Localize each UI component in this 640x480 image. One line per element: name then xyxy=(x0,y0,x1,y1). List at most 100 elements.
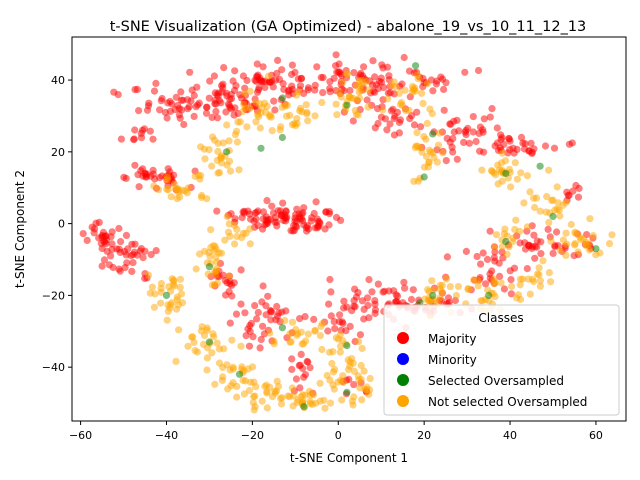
point-majority xyxy=(488,105,496,113)
point-not-selected-oversampled xyxy=(350,393,358,401)
point-majority xyxy=(156,106,164,114)
point-not-selected-oversampled xyxy=(330,385,338,393)
point-majority xyxy=(345,375,353,383)
point-not-selected-oversampled xyxy=(263,404,271,412)
point-majority xyxy=(390,114,398,123)
point-selected-oversampled xyxy=(502,169,510,177)
point-not-selected-oversampled xyxy=(296,107,304,115)
point-not-selected-oversampled xyxy=(419,99,427,107)
point-majority xyxy=(324,327,332,335)
point-not-selected-oversampled xyxy=(582,238,590,246)
point-not-selected-oversampled xyxy=(562,199,570,207)
point-majority xyxy=(241,84,249,92)
point-not-selected-oversampled xyxy=(562,251,570,259)
point-majority xyxy=(307,217,315,225)
point-majority xyxy=(368,288,376,296)
point-majority xyxy=(231,67,239,75)
point-not-selected-oversampled xyxy=(353,82,361,90)
point-not-selected-oversampled xyxy=(268,127,276,135)
point-selected-oversampled xyxy=(592,245,600,253)
point-majority xyxy=(212,107,220,116)
point-majority xyxy=(510,149,518,157)
point-majority xyxy=(228,281,236,289)
point-majority xyxy=(400,53,408,62)
point-majority xyxy=(208,113,216,121)
point-not-selected-oversampled xyxy=(154,186,163,194)
point-majority xyxy=(163,114,171,122)
point-majority xyxy=(130,135,138,143)
point-not-selected-oversampled xyxy=(264,72,273,80)
point-majority xyxy=(364,301,372,309)
point-majority xyxy=(291,217,299,225)
point-not-selected-oversampled xyxy=(439,149,447,157)
point-majority xyxy=(262,302,270,310)
point-selected-oversampled xyxy=(162,291,171,299)
point-not-selected-oversampled xyxy=(228,336,236,344)
point-majority xyxy=(350,381,358,389)
point-not-selected-oversampled xyxy=(303,110,311,118)
point-not-selected-oversampled xyxy=(328,359,336,368)
point-not-selected-oversampled xyxy=(293,91,301,99)
point-majority xyxy=(301,313,309,321)
point-not-selected-oversampled xyxy=(286,330,294,338)
point-not-selected-oversampled xyxy=(545,269,554,277)
point-majority xyxy=(107,252,115,260)
point-not-selected-oversampled xyxy=(225,157,234,165)
point-majority xyxy=(278,308,286,316)
point-not-selected-oversampled xyxy=(270,340,278,348)
point-not-selected-oversampled xyxy=(425,146,434,154)
point-not-selected-oversampled xyxy=(497,279,505,287)
point-majority xyxy=(122,231,131,239)
point-majority xyxy=(166,107,174,115)
point-majority xyxy=(392,291,400,299)
point-not-selected-oversampled xyxy=(508,282,516,291)
point-selected-oversampled xyxy=(420,173,428,181)
point-not-selected-oversampled xyxy=(268,393,277,401)
point-majority xyxy=(401,284,409,292)
point-majority xyxy=(296,315,304,323)
point-majority xyxy=(117,135,125,143)
point-not-selected-oversampled xyxy=(426,105,434,113)
point-majority xyxy=(417,123,425,131)
point-not-selected-oversampled xyxy=(605,240,614,248)
point-not-selected-oversampled xyxy=(172,357,180,365)
point-majority xyxy=(263,197,271,205)
point-majority xyxy=(377,74,385,82)
point-not-selected-oversampled xyxy=(208,349,216,357)
point-majority xyxy=(108,240,116,248)
point-majority xyxy=(213,207,221,215)
point-majority xyxy=(252,208,261,217)
point-not-selected-oversampled xyxy=(231,240,239,248)
point-majority xyxy=(240,207,248,215)
point-not-selected-oversampled xyxy=(577,236,585,244)
point-majority xyxy=(288,355,296,363)
point-not-selected-oversampled xyxy=(213,279,222,287)
point-selected-oversampled xyxy=(278,94,286,102)
point-not-selected-oversampled xyxy=(501,157,510,165)
point-not-selected-oversampled xyxy=(336,348,344,356)
point-majority xyxy=(365,276,373,284)
point-majority xyxy=(313,63,321,71)
point-not-selected-oversampled xyxy=(266,329,274,337)
point-majority xyxy=(222,291,230,299)
point-majority xyxy=(164,165,172,173)
point-majority xyxy=(446,138,454,146)
point-not-selected-oversampled xyxy=(178,299,187,307)
point-majority xyxy=(393,108,401,116)
point-majority xyxy=(311,86,319,94)
legend-box xyxy=(383,304,620,416)
point-majority xyxy=(339,319,347,328)
point-majority xyxy=(128,267,136,275)
point-not-selected-oversampled xyxy=(173,293,181,301)
point-not-selected-oversampled xyxy=(258,397,266,405)
point-majority xyxy=(301,371,310,379)
point-not-selected-oversampled xyxy=(233,138,241,146)
point-not-selected-oversampled xyxy=(452,291,460,300)
point-majority xyxy=(371,88,379,96)
point-not-selected-oversampled xyxy=(339,78,347,86)
point-not-selected-oversampled xyxy=(346,362,354,370)
point-majority xyxy=(282,217,290,225)
point-majority xyxy=(262,220,270,228)
point-majority xyxy=(297,75,305,83)
